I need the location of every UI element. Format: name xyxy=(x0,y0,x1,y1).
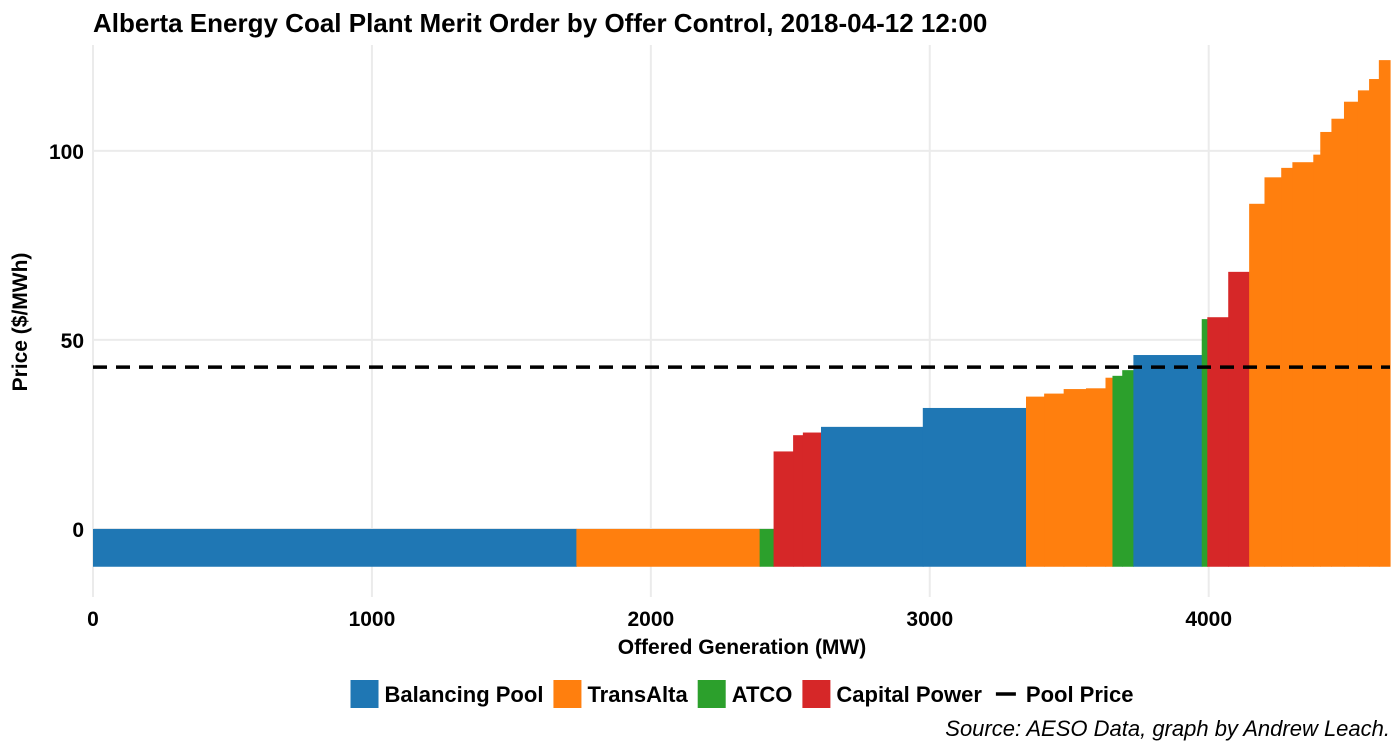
bar-capital-power xyxy=(793,435,804,567)
bar-balancing-pool xyxy=(820,426,924,567)
bar-transalta xyxy=(1357,90,1370,567)
bar-capital-power xyxy=(1228,271,1250,567)
y-tick-label: 100 xyxy=(49,141,84,164)
bar-transalta xyxy=(1292,162,1314,567)
legend-swatch-transalta xyxy=(553,680,582,708)
bar-atco xyxy=(1201,319,1208,567)
legend-label-transalta: TransAlta xyxy=(587,682,688,707)
x-tick-label: 4000 xyxy=(1185,608,1232,631)
chart-title: Alberta Energy Coal Plant Merit Order by… xyxy=(93,8,987,38)
legend-label-capital-power: Capital Power xyxy=(836,682,982,707)
legend-label-atco: ATCO xyxy=(732,682,793,707)
legend-swatch-balancing-pool xyxy=(350,680,379,708)
y-tick-label: 50 xyxy=(61,330,84,353)
bar-transalta xyxy=(1320,131,1333,567)
x-tick-label: 3000 xyxy=(906,608,953,631)
x-tick-label: 2000 xyxy=(627,608,674,631)
legend-label-balancing-pool: Balancing Pool xyxy=(385,682,544,707)
bar-transalta xyxy=(1331,118,1345,567)
bar-atco xyxy=(759,528,775,567)
legend-swatch-atco xyxy=(697,680,726,708)
bar-transalta xyxy=(1369,79,1380,567)
bar-balancing-pool xyxy=(922,407,1027,567)
bar-transalta xyxy=(1063,389,1087,567)
bar-capital-power xyxy=(1207,317,1229,567)
legend: Balancing Pool TransAlta ATCO Capital Power… xyxy=(350,680,1134,708)
bar-transalta xyxy=(1378,60,1391,567)
bar-capital-power xyxy=(802,432,822,567)
bars xyxy=(93,60,1391,567)
bar-capital-power xyxy=(773,451,794,567)
bar-transalta xyxy=(1281,167,1293,567)
bar-balancing-pool xyxy=(93,528,577,567)
x-axis-title: Offered Generation (MW) xyxy=(618,636,867,659)
y-tick-labels: 0 50 100 xyxy=(49,141,84,542)
source-caption: Source: AESO Data, graph by Andrew Leach… xyxy=(945,716,1390,741)
legend-label-pool-price: Pool Price xyxy=(1026,682,1134,707)
bar-transalta xyxy=(1026,396,1045,567)
bar-atco xyxy=(1112,375,1123,567)
bar-transalta xyxy=(1044,393,1065,567)
bar-transalta xyxy=(1313,154,1321,567)
bar-atco xyxy=(1122,370,1134,567)
y-axis-title: Price ($/MWh) xyxy=(9,253,32,392)
x-tick-labels: 0 1000 2000 3000 4000 xyxy=(87,608,1232,631)
x-tick-label: 0 xyxy=(87,608,99,631)
x-tick-label: 1000 xyxy=(349,608,396,631)
bar-transalta xyxy=(1264,177,1282,567)
bar-transalta xyxy=(1105,377,1114,567)
bar-balancing-pool xyxy=(1133,355,1203,567)
bar-transalta xyxy=(576,528,761,567)
y-tick-label: 0 xyxy=(72,519,84,542)
bar-transalta xyxy=(1249,203,1266,567)
bar-transalta xyxy=(1343,101,1359,567)
bar-transalta xyxy=(1085,388,1107,567)
legend-swatch-capital-power xyxy=(802,680,831,708)
